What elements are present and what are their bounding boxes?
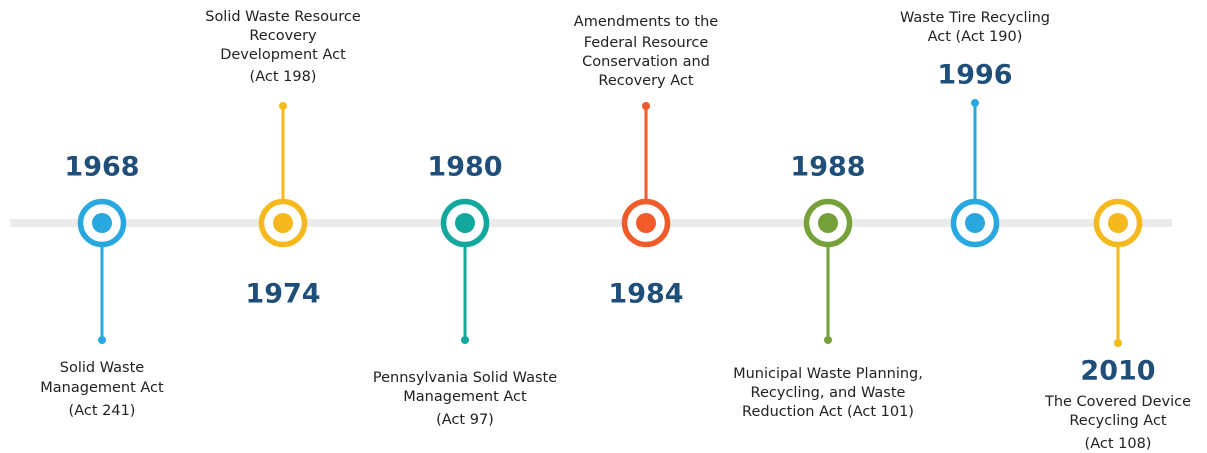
event-label: Conservation and — [582, 54, 710, 70]
node-dot — [1108, 213, 1128, 233]
event-label: The Covered Device — [1044, 394, 1191, 410]
stem-dot — [279, 102, 287, 110]
node-dot — [965, 213, 985, 233]
node-dot — [455, 213, 475, 233]
stem-dot — [1114, 339, 1122, 347]
node-dot — [92, 213, 112, 233]
year: 1988 — [790, 152, 865, 183]
node-dot — [636, 213, 656, 233]
node-dot — [818, 213, 838, 233]
stem-dot — [98, 336, 106, 344]
year: 1974 — [245, 279, 320, 310]
event-label: Management Act — [403, 389, 527, 405]
event-label: Development Act — [220, 47, 346, 63]
event-label: (Act 108) — [1085, 436, 1152, 452]
event-label: Recovery — [249, 28, 317, 44]
year: 1984 — [608, 279, 683, 310]
stem-dot — [461, 336, 469, 344]
year: 1980 — [427, 152, 502, 183]
event-label: (Act 241) — [69, 403, 136, 419]
event-label: (Act 198) — [250, 69, 317, 85]
event-label: Management Act — [40, 380, 164, 396]
event-label: Amendments to the — [574, 14, 718, 30]
stem-dot — [971, 99, 979, 107]
event-label: Recovery Act — [598, 73, 693, 89]
event-label: Solid Waste — [60, 360, 144, 376]
event-label: Solid Waste Resource — [205, 9, 361, 25]
stem-dot — [824, 336, 832, 344]
node-dot — [273, 213, 293, 233]
event-label: Pennsylvania Solid Waste — [373, 370, 557, 386]
event-label: Act (Act 190) — [928, 29, 1023, 45]
year: 1996 — [937, 60, 1012, 91]
event-label: Recycling, and Waste — [751, 385, 906, 401]
axis-line — [10, 219, 1172, 227]
event-label: Municipal Waste Planning, — [733, 366, 923, 382]
event-label: (Act 97) — [436, 412, 494, 428]
event-label: Recycling Act — [1069, 413, 1167, 429]
event-label: Reduction Act (Act 101) — [742, 404, 914, 420]
event-label: Federal Resource — [584, 35, 709, 51]
year: 1968 — [64, 152, 139, 183]
year: 2010 — [1080, 356, 1155, 387]
event-label: Waste Tire Recycling — [900, 10, 1050, 26]
stem-dot — [642, 102, 650, 110]
